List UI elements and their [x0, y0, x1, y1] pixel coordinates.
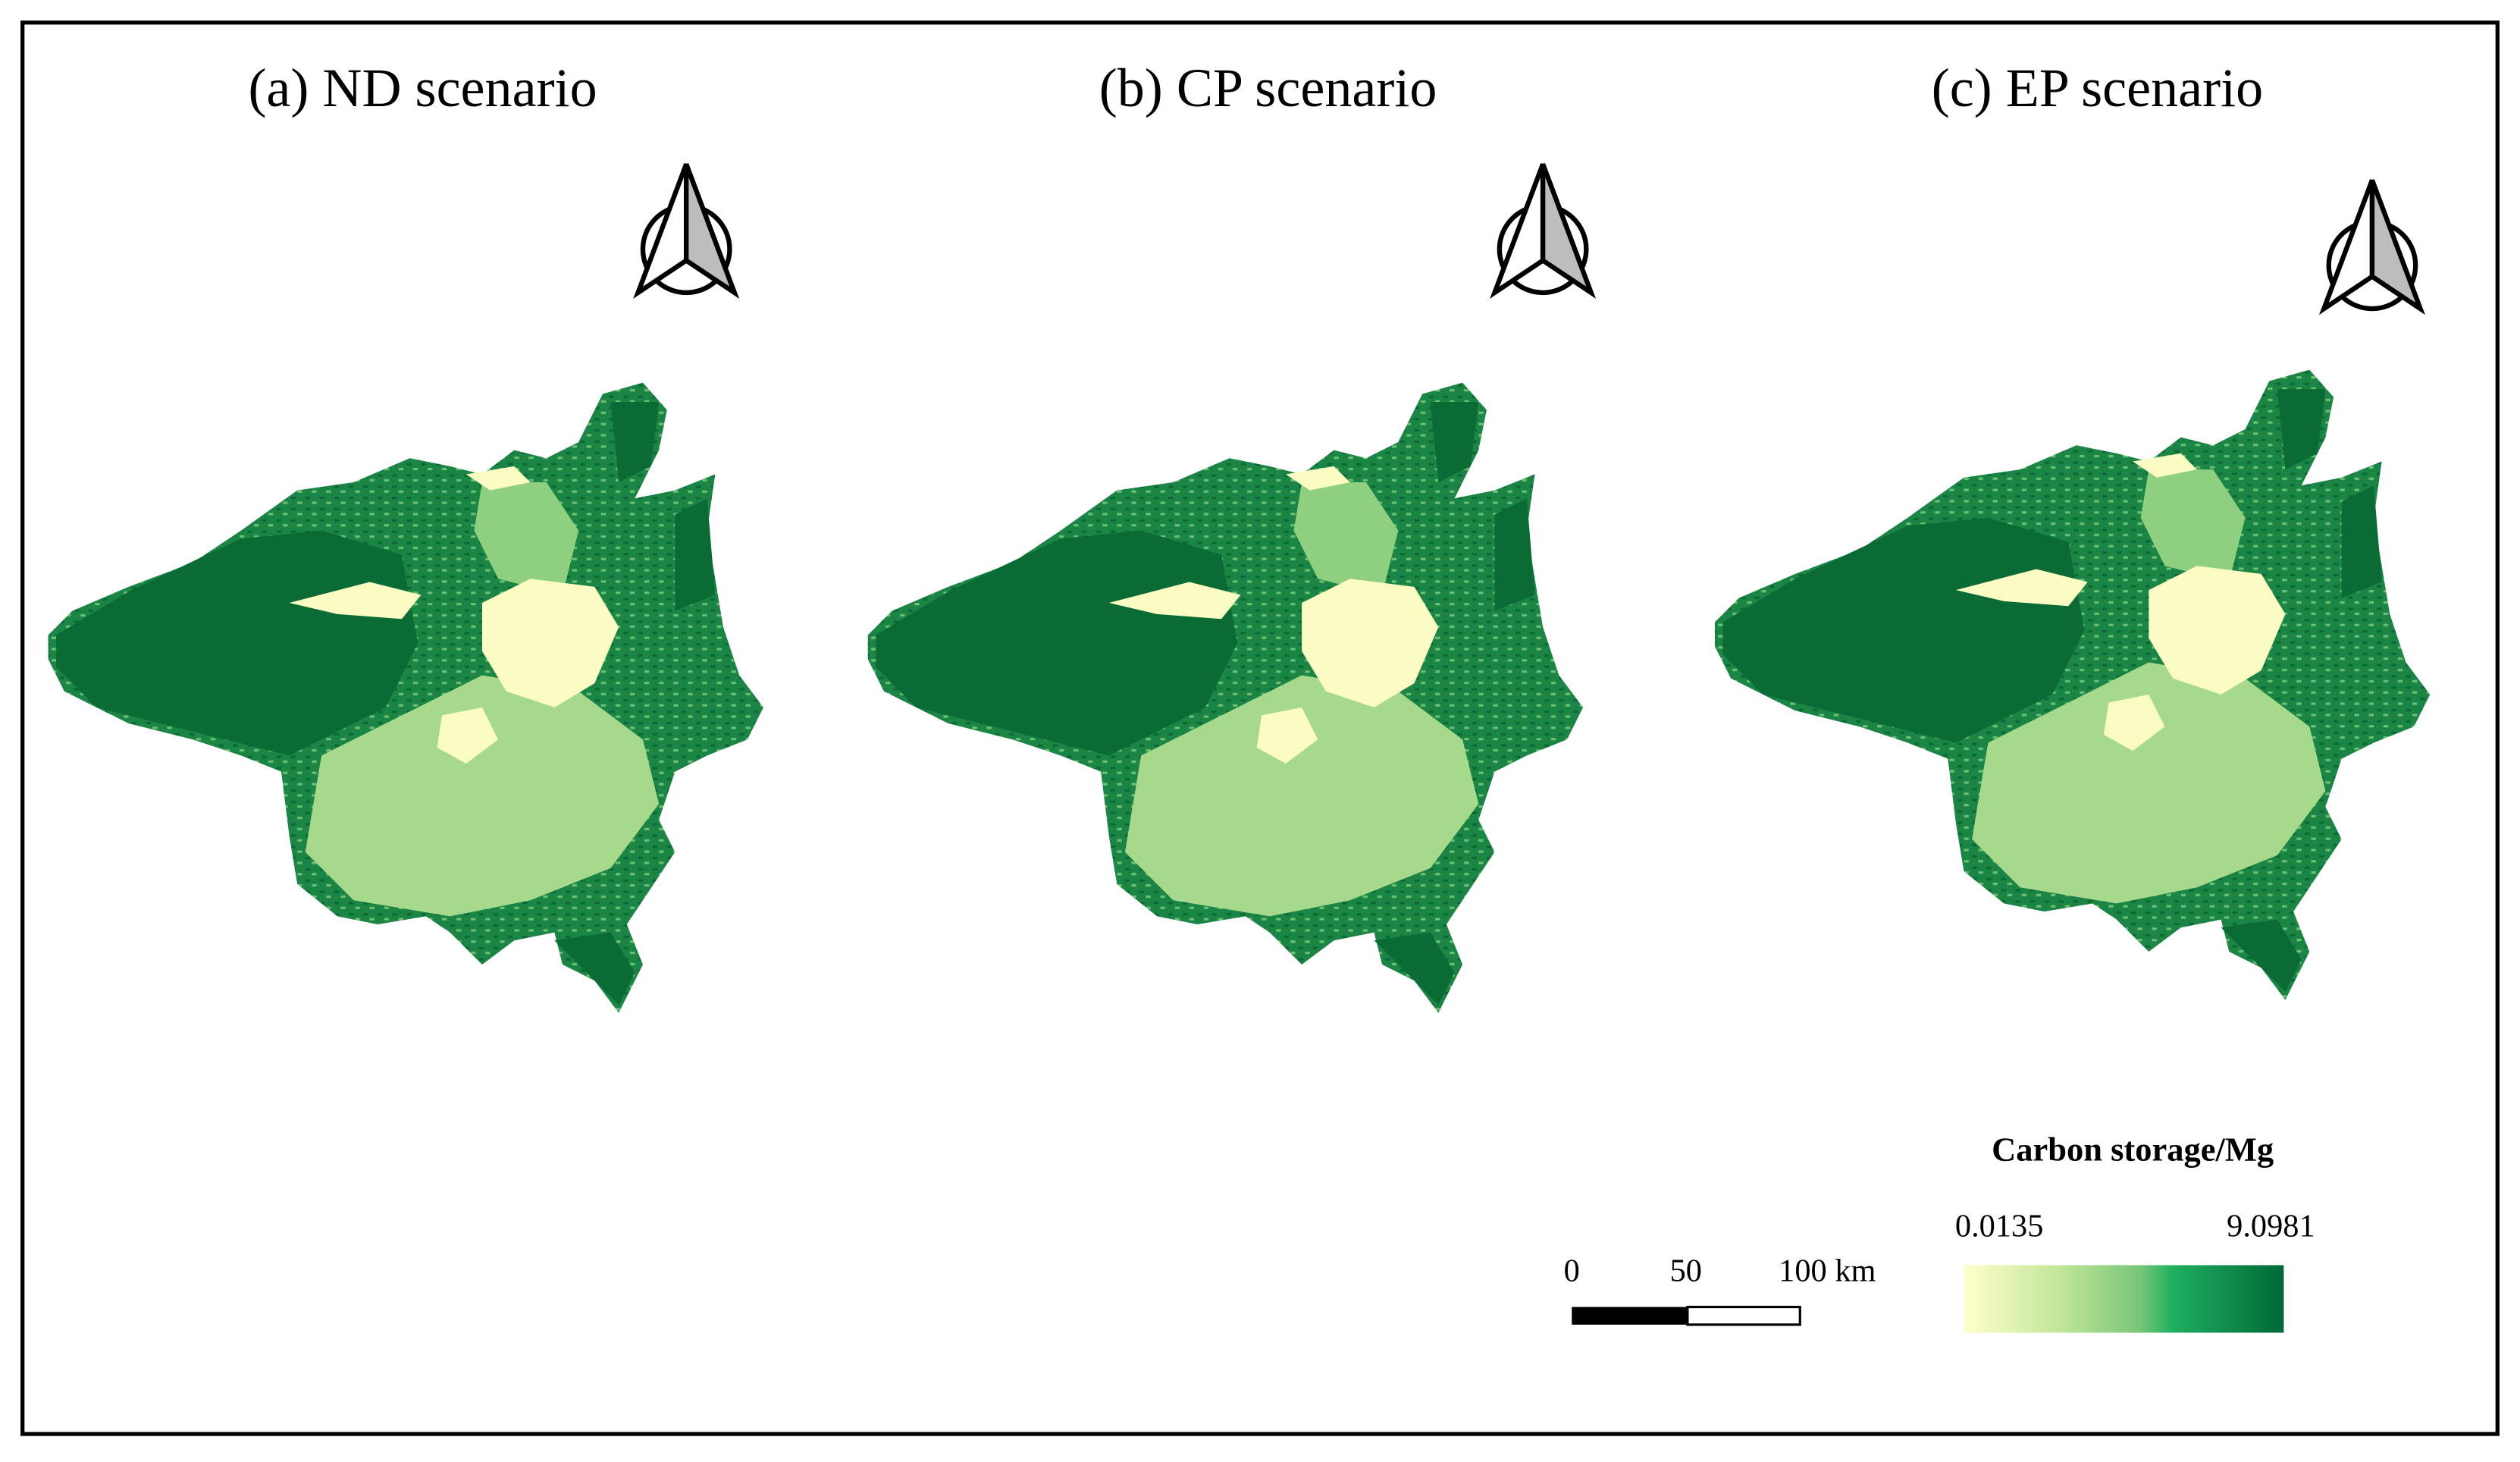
legend-max: 9.0981: [2227, 1208, 2315, 1244]
scale-bar: 0 50 100 km: [1564, 1253, 1876, 1326]
scale-label: 50: [1670, 1253, 1702, 1289]
scale-label: 100 km: [1779, 1253, 1876, 1289]
scale-label: 0: [1564, 1253, 1580, 1289]
panel-title: (a) ND scenario: [248, 58, 597, 118]
legend-title: Carbon storage/Mg: [1992, 1131, 2274, 1169]
color-ramp: [1964, 1265, 2284, 1333]
panel-title: (c) EP scenario: [1932, 58, 2264, 118]
scale-segment: [1572, 1307, 1688, 1325]
legend: Carbon storage/Mg 0.0135 9.0981: [1955, 1131, 2315, 1333]
panel-title: (b) CP scenario: [1099, 58, 1437, 118]
legend-min: 0.0135: [1955, 1208, 2044, 1244]
scale-segment: [1686, 1305, 1801, 1326]
